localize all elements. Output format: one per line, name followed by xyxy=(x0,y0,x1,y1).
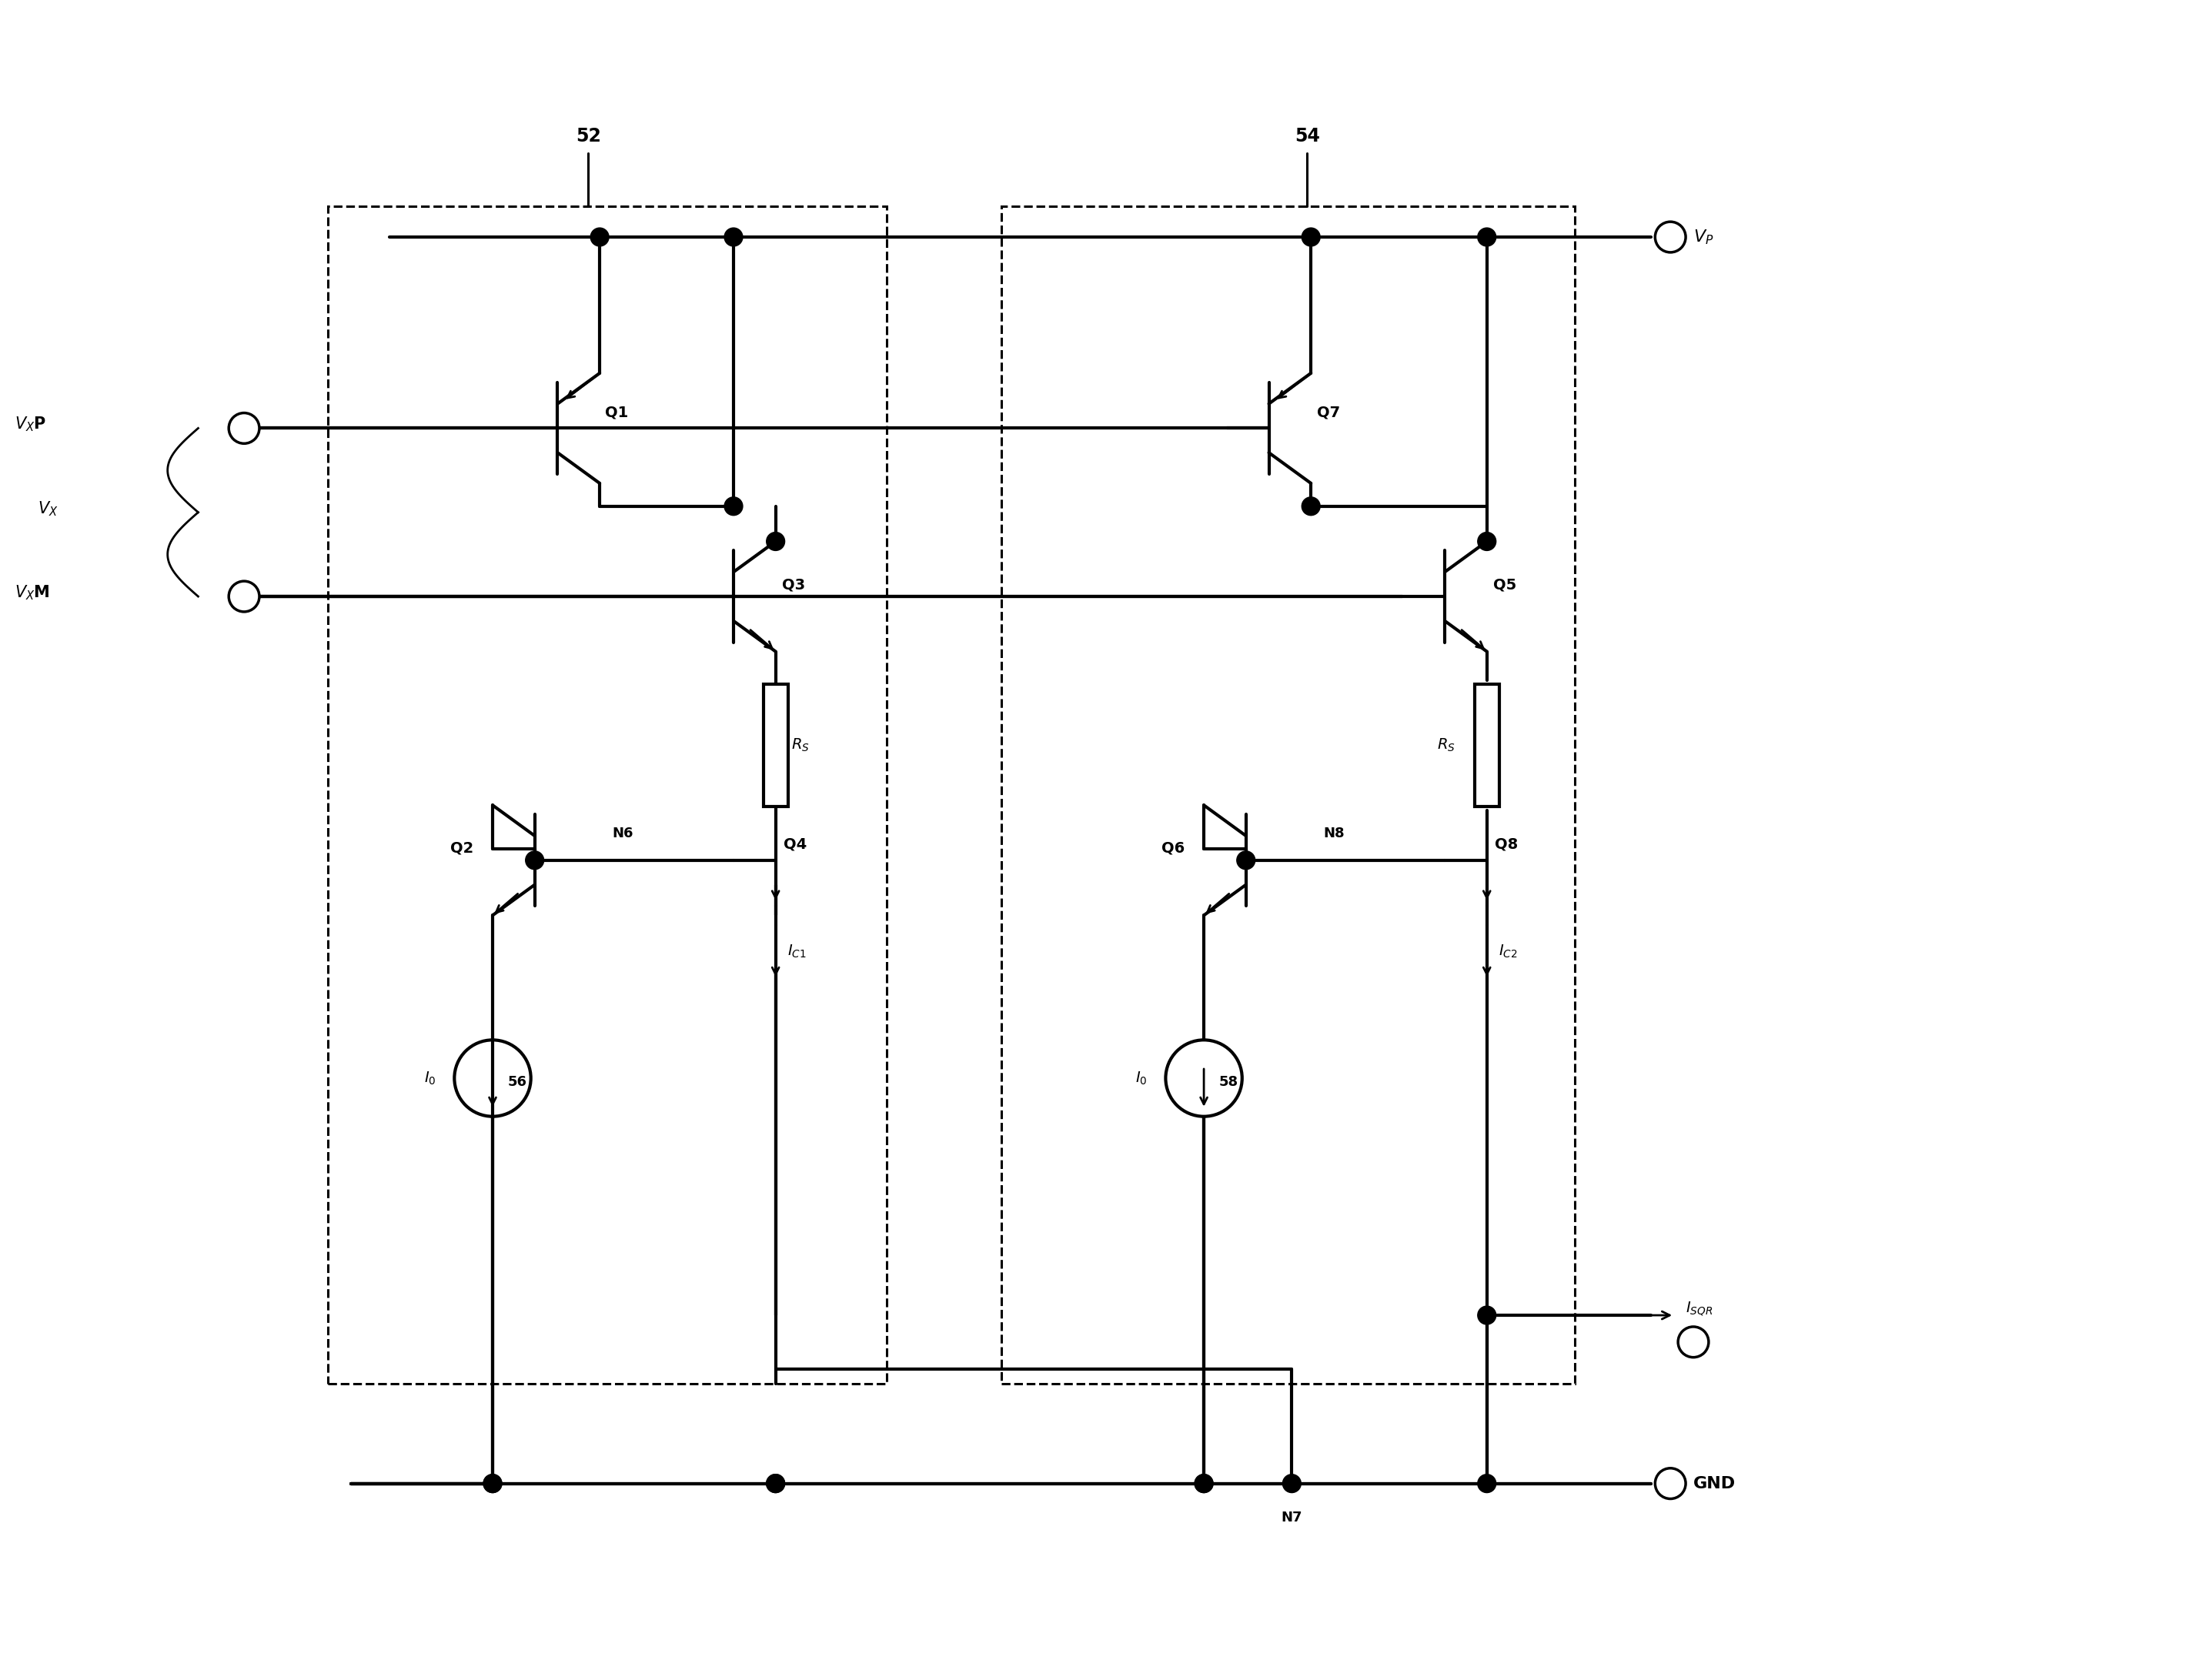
Circle shape xyxy=(484,1475,501,1492)
Circle shape xyxy=(525,852,543,870)
Text: N6: N6 xyxy=(613,827,633,840)
Circle shape xyxy=(1283,1475,1300,1492)
Text: $R_S$: $R_S$ xyxy=(790,738,810,754)
Circle shape xyxy=(766,1475,786,1492)
Text: Q2: Q2 xyxy=(451,842,473,855)
Text: $R_S$: $R_S$ xyxy=(1438,738,1456,754)
Text: Q8: Q8 xyxy=(1495,837,1517,852)
Circle shape xyxy=(230,413,258,444)
Text: $I_{C1}$: $I_{C1}$ xyxy=(788,944,806,959)
Bar xyxy=(1000,207,1574,1384)
Circle shape xyxy=(766,1475,786,1492)
Bar xyxy=(764,684,788,806)
Text: $V_X$P: $V_X$P xyxy=(15,415,46,433)
Circle shape xyxy=(1302,497,1320,516)
Text: Q6: Q6 xyxy=(1162,842,1184,855)
Text: $I_0$: $I_0$ xyxy=(425,1070,436,1087)
Text: $I_{SQR}$: $I_{SQR}$ xyxy=(1686,1300,1712,1317)
Circle shape xyxy=(1478,228,1495,247)
Circle shape xyxy=(1478,533,1495,551)
Text: $V_X$: $V_X$ xyxy=(37,499,57,517)
Bar xyxy=(328,207,887,1384)
Text: 54: 54 xyxy=(1294,126,1320,144)
Text: 56: 56 xyxy=(508,1075,528,1089)
Text: $V_X$M: $V_X$M xyxy=(15,583,50,601)
Text: Q3: Q3 xyxy=(781,578,806,591)
Text: GND: GND xyxy=(1694,1475,1736,1492)
Text: Q4: Q4 xyxy=(784,837,806,852)
Text: Q5: Q5 xyxy=(1493,578,1517,591)
Circle shape xyxy=(1195,1475,1213,1492)
Text: Q1: Q1 xyxy=(604,405,628,420)
Text: $I_0$: $I_0$ xyxy=(1136,1070,1147,1087)
Circle shape xyxy=(1679,1327,1710,1357)
Text: N8: N8 xyxy=(1322,827,1344,840)
Circle shape xyxy=(1237,852,1254,870)
Circle shape xyxy=(725,228,742,247)
Bar xyxy=(1475,684,1499,806)
Text: 52: 52 xyxy=(576,126,600,144)
Circle shape xyxy=(1655,222,1686,252)
Circle shape xyxy=(484,1475,501,1492)
Circle shape xyxy=(1655,1468,1686,1499)
Circle shape xyxy=(766,533,786,551)
Text: 58: 58 xyxy=(1219,1075,1239,1089)
Circle shape xyxy=(1478,1475,1495,1492)
Circle shape xyxy=(230,581,258,612)
Text: N7: N7 xyxy=(1281,1510,1302,1525)
Text: $I_{C2}$: $I_{C2}$ xyxy=(1497,944,1517,959)
Circle shape xyxy=(1478,1305,1495,1324)
Circle shape xyxy=(591,228,609,247)
Text: Q7: Q7 xyxy=(1318,405,1340,420)
Circle shape xyxy=(725,497,742,516)
Text: $V_P$: $V_P$ xyxy=(1694,228,1714,247)
Circle shape xyxy=(1195,1475,1213,1492)
Circle shape xyxy=(1302,228,1320,247)
